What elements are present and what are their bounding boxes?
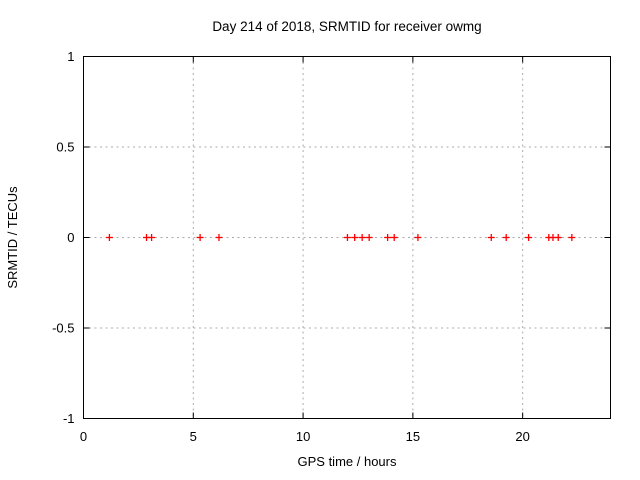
chart-title: Day 214 of 2018, SRMTID for receiver owm… xyxy=(212,19,481,34)
x-tick-label-0: 0 xyxy=(80,429,87,444)
data-point-marker xyxy=(365,234,373,241)
y-tick-label-1: 1 xyxy=(67,49,74,64)
data-point-marker xyxy=(351,234,359,241)
data-point-marker xyxy=(215,234,223,241)
data-point-marker xyxy=(105,234,113,241)
y-tick-label-0.5: 0.5 xyxy=(56,140,74,155)
x-tick-label-10: 10 xyxy=(296,429,310,444)
data-point-marker xyxy=(502,234,510,241)
data-points-layer xyxy=(105,234,576,241)
x-tick-label-5: 5 xyxy=(190,429,197,444)
y-tick-label-0: 0 xyxy=(67,230,74,245)
data-point-marker xyxy=(525,234,533,241)
data-point-marker xyxy=(343,234,351,241)
data-point-marker xyxy=(414,234,422,241)
y-tick-label--0.5: -0.5 xyxy=(52,321,74,336)
axis-ticks-layer xyxy=(83,56,611,419)
data-point-marker xyxy=(384,234,392,241)
x-axis-label: GPS time / hours xyxy=(298,454,397,469)
x-tick-label-15: 15 xyxy=(406,429,420,444)
data-point-marker xyxy=(390,234,398,241)
tick-labels-layer: 0 5 10 15 20 1 0.5 0 -0.5 -1 xyxy=(52,49,530,444)
y-tick-label--1: -1 xyxy=(63,411,75,426)
y-axis-label: SRMTID / TECUs xyxy=(5,186,20,289)
data-point-marker xyxy=(196,234,204,241)
data-point-marker xyxy=(148,234,156,241)
data-point-marker xyxy=(358,234,366,241)
data-point-marker xyxy=(568,234,576,241)
data-point-marker xyxy=(554,234,562,241)
data-point-marker xyxy=(487,234,495,241)
x-tick-label-20: 20 xyxy=(515,429,529,444)
